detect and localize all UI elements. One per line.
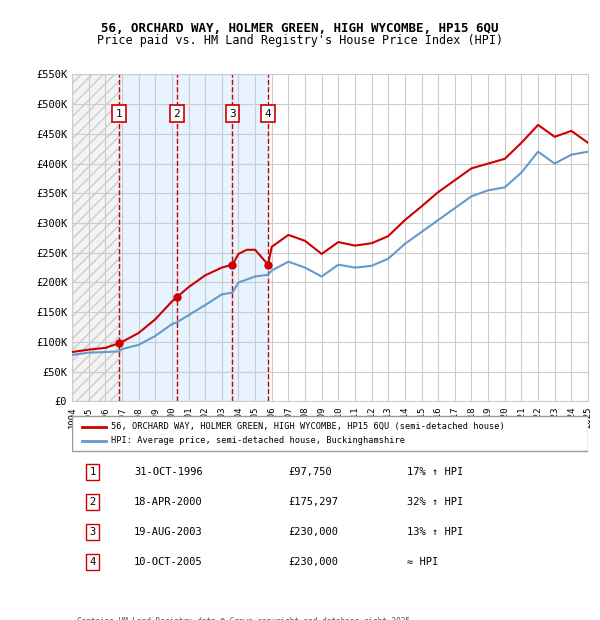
Text: 56, ORCHARD WAY, HOLMER GREEN, HIGH WYCOMBE, HP15 6QU (semi-detached house): 56, ORCHARD WAY, HOLMER GREEN, HIGH WYCO… xyxy=(110,422,505,432)
Text: 17% ↑ HPI: 17% ↑ HPI xyxy=(407,467,464,477)
Text: 4: 4 xyxy=(265,108,271,118)
Text: 19-AUG-2003: 19-AUG-2003 xyxy=(134,527,203,538)
Text: 18-APR-2000: 18-APR-2000 xyxy=(134,497,203,507)
Text: Price paid vs. HM Land Registry's House Price Index (HPI): Price paid vs. HM Land Registry's House … xyxy=(97,34,503,47)
Text: Contains HM Land Registry data © Crown copyright and database right 2025.
This d: Contains HM Land Registry data © Crown c… xyxy=(77,618,415,620)
Bar xyxy=(232,74,268,401)
Text: 10-OCT-2005: 10-OCT-2005 xyxy=(134,557,203,567)
Text: HPI: Average price, semi-detached house, Buckinghamshire: HPI: Average price, semi-detached house,… xyxy=(110,436,404,445)
Bar xyxy=(72,74,119,401)
Text: 2: 2 xyxy=(173,108,180,118)
Text: £175,297: £175,297 xyxy=(289,497,339,507)
Bar xyxy=(177,74,232,401)
Text: 3: 3 xyxy=(89,527,96,538)
Bar xyxy=(72,74,119,401)
Bar xyxy=(119,74,177,401)
Text: 56, ORCHARD WAY, HOLMER GREEN, HIGH WYCOMBE, HP15 6QU: 56, ORCHARD WAY, HOLMER GREEN, HIGH WYCO… xyxy=(101,22,499,35)
Text: 31-OCT-1996: 31-OCT-1996 xyxy=(134,467,203,477)
Text: 3: 3 xyxy=(229,108,236,118)
Text: £230,000: £230,000 xyxy=(289,557,339,567)
Text: 4: 4 xyxy=(89,557,96,567)
Text: £230,000: £230,000 xyxy=(289,527,339,538)
Text: 2: 2 xyxy=(89,497,96,507)
Text: ≈ HPI: ≈ HPI xyxy=(407,557,439,567)
Text: 13% ↑ HPI: 13% ↑ HPI xyxy=(407,527,464,538)
FancyBboxPatch shape xyxy=(72,416,588,451)
Text: 32% ↑ HPI: 32% ↑ HPI xyxy=(407,497,464,507)
Text: 1: 1 xyxy=(89,467,96,477)
Text: 1: 1 xyxy=(116,108,122,118)
Text: £97,750: £97,750 xyxy=(289,467,332,477)
